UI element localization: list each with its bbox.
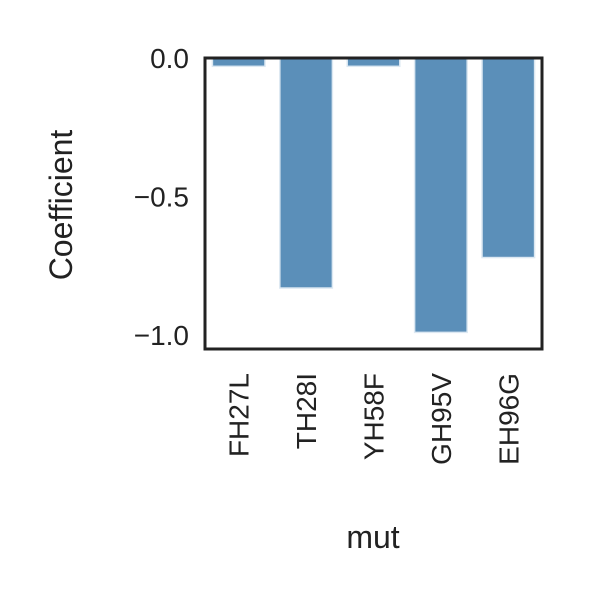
y-tick-label: −0.5 [134, 182, 189, 213]
bars-group [211, 57, 536, 334]
x-tick-label: YH58F [359, 373, 390, 460]
x-axis-label: mut [346, 519, 399, 555]
x-tick-label: TH28I [291, 373, 322, 449]
bar-gh95v [413, 57, 468, 334]
y-axis-label: Coefficient [43, 130, 79, 281]
y-tick-label: 0.0 [150, 43, 189, 74]
x-tick-label: GH95V [426, 373, 457, 465]
y-tick-label: −1.0 [134, 320, 189, 351]
y-axis-ticks: 0.0 −0.5 −1.0 [134, 43, 189, 351]
plot-frame [203, 56, 544, 351]
x-tick-label: EH96G [493, 373, 524, 465]
x-axis-ticks: FH27L TH28I YH58F GH95V EH96G [224, 373, 525, 465]
x-tick-label: FH27L [224, 373, 255, 457]
bar-th28i [279, 57, 334, 289]
bar-eh96g [481, 57, 536, 259]
